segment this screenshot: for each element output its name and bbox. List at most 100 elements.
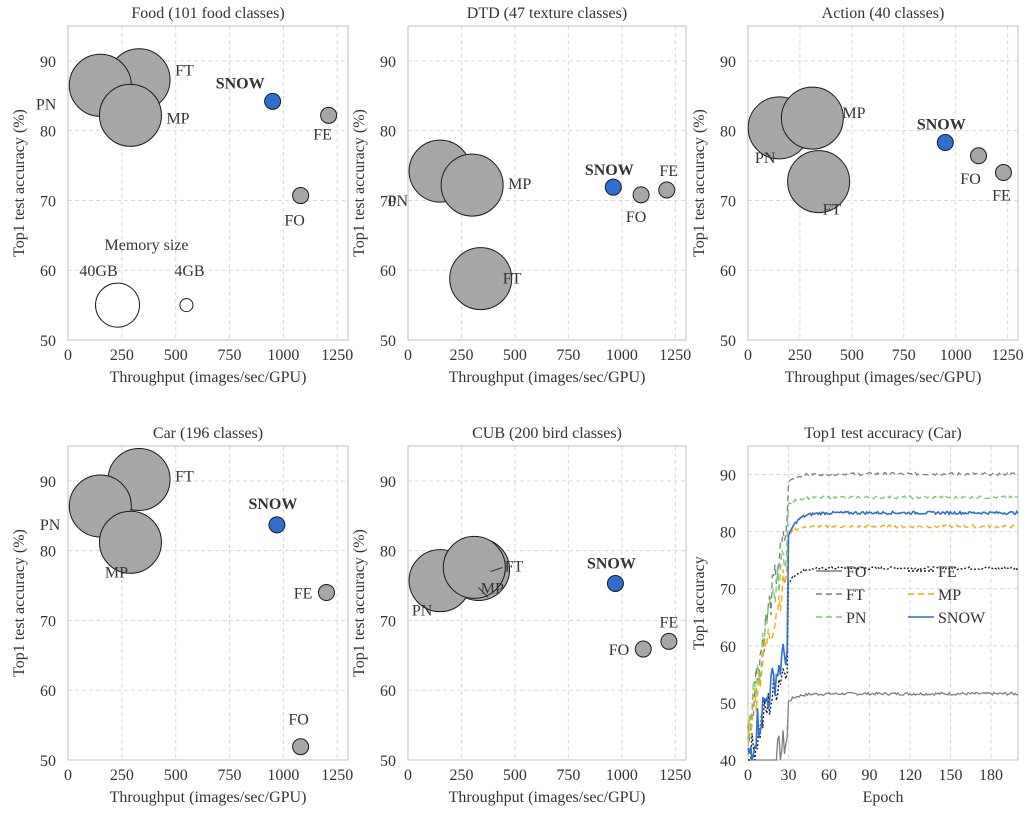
x-tick-label: 60 <box>821 767 837 784</box>
x-tick-label: 500 <box>164 347 188 364</box>
point-label-ft: FT <box>503 271 522 288</box>
y-tick-label: 60 <box>720 639 736 656</box>
x-tick-label: 1250 <box>659 767 691 784</box>
x-tick-label: 180 <box>979 767 1003 784</box>
x-tick-label: 750 <box>556 767 580 784</box>
point-label-pn: PN <box>755 150 776 167</box>
x-tick-label: 750 <box>218 767 242 784</box>
leader-line-mp <box>477 587 489 598</box>
bubble-snow <box>936 134 954 152</box>
bubble-ft <box>449 247 513 311</box>
x-tick-label: 500 <box>164 767 188 784</box>
plot-area <box>407 445 687 761</box>
bubble-fo <box>292 187 310 205</box>
y-axis-label: Top1 test accuracy (%) <box>351 109 368 257</box>
chart-panel-3: Car (196 classes) 0 250 500 750 1000 1250 50 60 7… <box>11 425 353 806</box>
memory-legend-label: 40GB <box>79 263 117 280</box>
x-tick-label: 250 <box>110 347 134 364</box>
point-label-mp: MP <box>508 176 531 193</box>
bubble-snow <box>268 516 286 534</box>
chart-title: Action (40 classes) <box>822 5 945 22</box>
x-tick-label: 0 <box>64 347 72 364</box>
y-tick-label: 90 <box>720 54 736 71</box>
chart-title: Food (101 food classes) <box>131 5 284 22</box>
series-line-pn <box>747 494 1019 740</box>
y-tick-label: 50 <box>380 333 396 350</box>
x-tick-label: 250 <box>110 767 134 784</box>
legend-label-snow: SNOW <box>938 610 986 627</box>
y-tick-label: 60 <box>380 683 396 700</box>
point-label-fe: FE <box>294 586 313 603</box>
x-tick-label: 0 <box>64 767 72 784</box>
y-tick-label: 70 <box>380 613 396 630</box>
x-tick-label: 30 <box>781 767 797 784</box>
y-tick-label: 70 <box>720 582 736 599</box>
y-tick-label: 90 <box>40 474 56 491</box>
x-tick-label: 500 <box>503 347 527 364</box>
y-axis-label: Top1 test accuracy (%) <box>691 109 708 257</box>
y-tick-label: 70 <box>380 193 396 210</box>
point-label-snow: SNOW <box>248 496 297 513</box>
x-tick-label: 90 <box>862 767 878 784</box>
memory-legend-label: 4GB <box>174 263 204 280</box>
x-tick-label: 250 <box>449 767 473 784</box>
point-label-mp: MP <box>842 105 865 122</box>
y-tick-label: 70 <box>40 193 56 210</box>
series-line-fe <box>748 565 1019 761</box>
point-label-mp: MP <box>105 564 128 581</box>
y-tick-label: 80 <box>40 544 56 561</box>
x-tick-label: 150 <box>939 767 963 784</box>
x-axis-label: Throughput (images/sec/GPU) <box>449 369 646 386</box>
bubble-fe <box>660 632 678 650</box>
x-tick-label: 1000 <box>606 347 638 364</box>
y-tick-label: 60 <box>720 263 736 280</box>
point-label-fe: FE <box>992 188 1011 205</box>
y-tick-label: 80 <box>720 124 736 141</box>
chart-panel-1: DTD (47 texture classes) 0 250 500 750 1000 12… <box>351 5 691 386</box>
x-tick-label: 1000 <box>267 347 299 364</box>
bubble-fe <box>994 164 1012 182</box>
point-label-fo: FO <box>626 209 646 226</box>
point-label-ft: FT <box>505 559 524 576</box>
point-label-ft: FT <box>823 202 842 219</box>
bubble-mp <box>98 510 162 574</box>
chart-panel-2: Action (40 classes) 0 250 500 750 1000 1250 50 6… <box>691 5 1024 386</box>
x-tick-label: 500 <box>840 347 864 364</box>
plot-area <box>67 25 349 341</box>
y-tick-label: 80 <box>380 124 396 141</box>
chart-title: CUB (200 bird classes) <box>472 425 622 442</box>
chart-panel-5: Top1 test accuracy (Car) 0 30 60 90 120 150 180… <box>691 425 1019 806</box>
legend-label-pn: PN <box>846 610 867 627</box>
point-label-fo: FO <box>960 171 980 188</box>
point-label-fo: FO <box>284 213 304 230</box>
y-tick-label: 50 <box>720 696 736 713</box>
point-label-mp: MP <box>481 580 504 597</box>
x-tick-label: 500 <box>503 767 527 784</box>
x-tick-label: 750 <box>892 347 916 364</box>
point-label-snow: SNOW <box>587 555 636 572</box>
point-label-snow: SNOW <box>917 117 966 134</box>
chart-title: Car (196 classes) <box>153 425 263 442</box>
y-tick-label: 60 <box>40 683 56 700</box>
point-label-pn: PN <box>36 96 57 113</box>
legend-label-fe: FE <box>938 564 957 581</box>
y-tick-label: 70 <box>40 613 56 630</box>
x-axis-label: Throughput (images/sec/GPU) <box>110 369 307 386</box>
x-axis-label: Throughput (images/sec/GPU) <box>110 789 307 806</box>
x-tick-label: 1000 <box>940 347 972 364</box>
series-line-fo <box>748 691 1019 761</box>
x-tick-label: 0 <box>404 347 412 364</box>
x-tick-label: 750 <box>556 347 580 364</box>
leader-line-ft <box>490 567 503 572</box>
bubble-ft <box>787 150 851 214</box>
x-tick-label: 250 <box>449 347 473 364</box>
chart-title: Top1 test accuracy (Car) <box>804 425 961 442</box>
bubble-mp <box>98 83 162 147</box>
bubble-mp <box>440 153 504 217</box>
legend: FO FE FT MP PN SNOW <box>816 564 986 627</box>
y-tick-label: 60 <box>40 263 56 280</box>
x-axis-label: Throughput (images/sec/GPU) <box>449 789 646 806</box>
y-tick-label: 80 <box>40 124 56 141</box>
bubble-mp <box>780 86 844 150</box>
point-label-pn: PN <box>40 517 61 534</box>
